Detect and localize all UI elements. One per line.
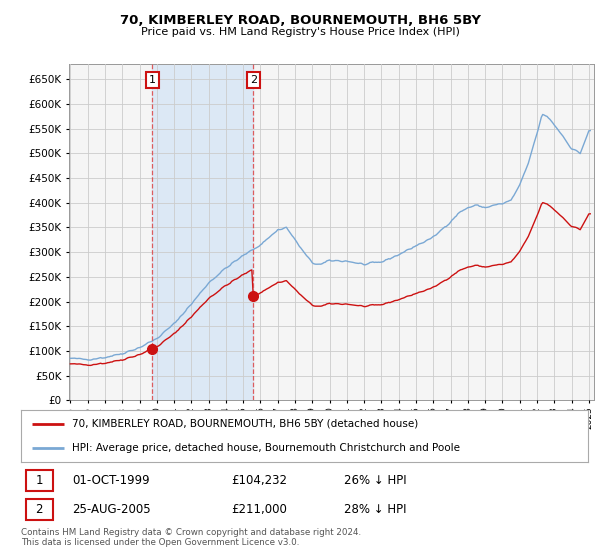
Text: 25-AUG-2005: 25-AUG-2005 xyxy=(72,503,151,516)
Text: 01-OCT-1999: 01-OCT-1999 xyxy=(72,474,149,487)
FancyBboxPatch shape xyxy=(26,470,53,491)
Text: Contains HM Land Registry data © Crown copyright and database right 2024.
This d: Contains HM Land Registry data © Crown c… xyxy=(21,528,361,547)
Bar xyxy=(152,64,253,400)
Text: 70, KIMBERLEY ROAD, BOURNEMOUTH, BH6 5BY (detached house): 70, KIMBERLEY ROAD, BOURNEMOUTH, BH6 5BY… xyxy=(72,419,418,429)
Text: 2: 2 xyxy=(250,75,257,85)
Text: £211,000: £211,000 xyxy=(231,503,287,516)
Text: £104,232: £104,232 xyxy=(231,474,287,487)
Text: 70, KIMBERLEY ROAD, BOURNEMOUTH, BH6 5BY: 70, KIMBERLEY ROAD, BOURNEMOUTH, BH6 5BY xyxy=(119,14,481,27)
FancyBboxPatch shape xyxy=(26,499,53,520)
Text: 26% ↓ HPI: 26% ↓ HPI xyxy=(344,474,407,487)
Text: 2: 2 xyxy=(35,503,43,516)
Text: 28% ↓ HPI: 28% ↓ HPI xyxy=(344,503,407,516)
Text: 1: 1 xyxy=(35,474,43,487)
Text: Price paid vs. HM Land Registry's House Price Index (HPI): Price paid vs. HM Land Registry's House … xyxy=(140,27,460,37)
Text: 1: 1 xyxy=(149,75,156,85)
Text: HPI: Average price, detached house, Bournemouth Christchurch and Poole: HPI: Average price, detached house, Bour… xyxy=(72,443,460,453)
